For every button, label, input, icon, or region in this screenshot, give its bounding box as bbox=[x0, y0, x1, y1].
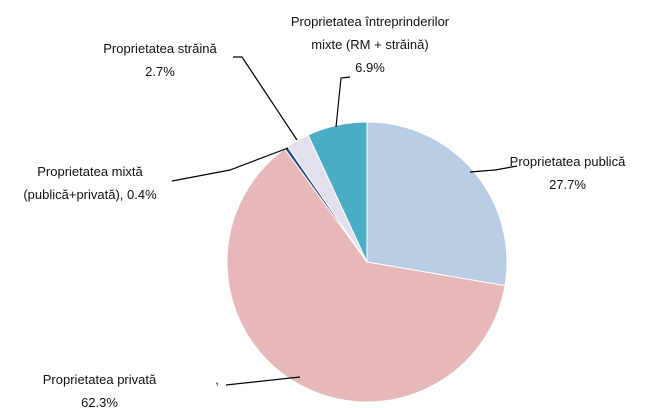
category-label: Proprietatea străină bbox=[103, 41, 217, 56]
slice-label: Proprietatea străină 2.7% bbox=[85, 37, 235, 83]
slice-label: Proprietatea mixtă (publică+privată), 0.… bbox=[4, 160, 176, 206]
value-label: 0.4% bbox=[127, 187, 157, 202]
slice-label: Proprietatea publică 27.7% bbox=[500, 150, 635, 196]
slice-label: Proprietatea întreprinderilor mixte (RM … bbox=[285, 10, 455, 79]
leader-line bbox=[171, 147, 289, 182]
category-label: Proprietatea publică bbox=[509, 154, 626, 169]
category-label: Proprietatea mixtă (publică+privată), bbox=[23, 164, 143, 202]
leader-line bbox=[233, 56, 298, 141]
leader-line bbox=[469, 165, 518, 173]
pie-slice bbox=[307, 121, 368, 263]
leader-line bbox=[225, 376, 301, 386]
pie-slice bbox=[226, 148, 506, 403]
slice-label: Proprietatea privată 62.3% bbox=[12, 368, 187, 408]
pie-slice bbox=[366, 121, 508, 287]
value-label: 62.3% bbox=[81, 395, 118, 408]
value-label: 6.9% bbox=[355, 60, 385, 75]
leader-line bbox=[335, 76, 351, 128]
category-label: Proprietatea întreprinderilor mixte (RM … bbox=[290, 14, 450, 52]
category-label: Proprietatea privată bbox=[42, 372, 157, 387]
value-label: 2.7% bbox=[145, 64, 175, 79]
value-label: 27.7% bbox=[549, 177, 586, 192]
annotation: , bbox=[215, 372, 219, 387]
